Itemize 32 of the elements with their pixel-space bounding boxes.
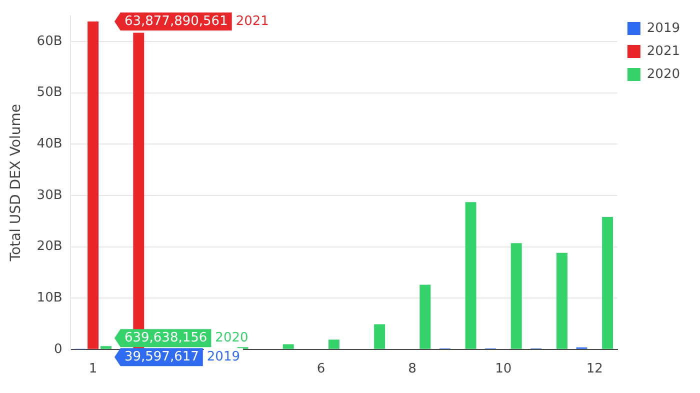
text: 2021 [236,14,269,29]
bar [510,243,522,349]
x-tick-label: 10 [495,362,512,377]
annotation: 63,877,890,561 [124,14,228,29]
bar [602,216,614,349]
annotation: 639,638,156 [124,330,208,346]
annotation: 39,597,617 [124,350,199,365]
y-tick-label: 40B [36,136,62,152]
x-tick-label: 12 [586,362,603,377]
y-tick-label: 60B [36,34,62,49]
legend-label: 2020 [646,66,680,82]
bar [282,344,294,349]
bar [465,202,476,349]
bar [328,340,340,349]
bar [374,324,386,349]
bar [100,346,112,349]
legend-label: 2021 [646,44,680,59]
y-tick-label: 0 [54,342,62,357]
y-tick-label: 10B [36,290,62,306]
y-axis-title: Total USD DEX Volume [8,104,24,262]
x-tick-label: 8 [408,362,416,377]
x-tick-label: 6 [316,362,326,377]
y-tick-label: 30B [36,188,62,203]
text: 2020 [215,330,248,346]
bar [556,252,568,349]
bar [420,284,431,349]
legend-label: 2019 [646,20,680,36]
text: 2019 [206,350,240,365]
bar [88,22,99,349]
y-tick-label: 50B [36,85,62,100]
x-tick-label: 1 [88,362,98,377]
y-tick-label: 20B [36,239,62,254]
